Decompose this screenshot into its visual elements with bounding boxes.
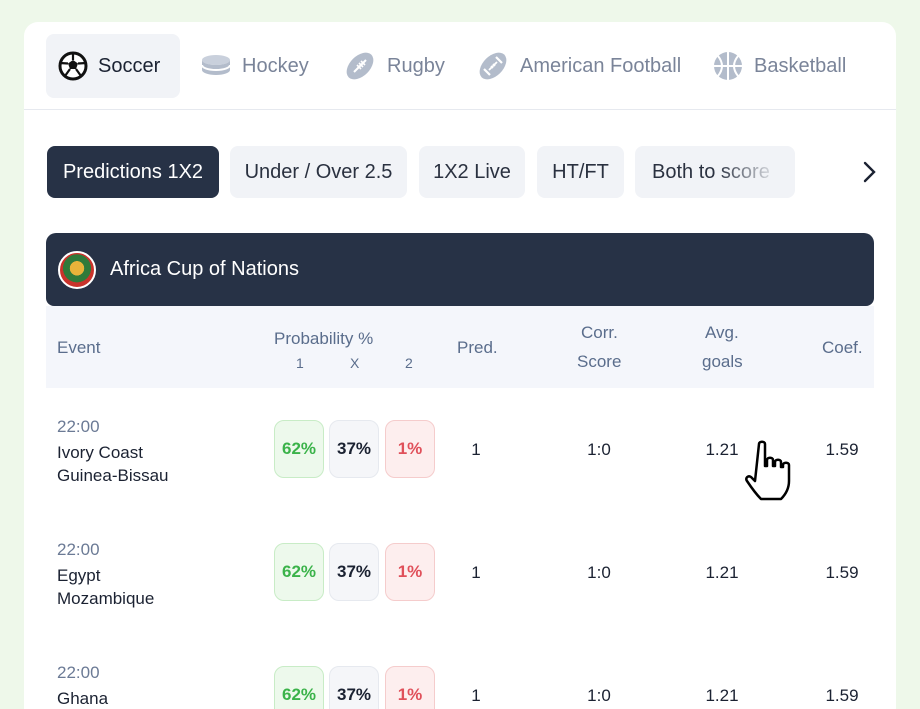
col-avg-goals-2: goals — [702, 352, 743, 371]
prob-home: 62% — [274, 420, 324, 478]
prob-away: 1% — [385, 666, 435, 709]
avg-goals: 1.21 — [705, 440, 739, 459]
col-prob-1: 1 — [296, 355, 304, 371]
tab-soccer-label: Soccer — [98, 54, 161, 77]
col-prob-x: X — [350, 355, 360, 371]
league-name: Africa Cup of Nations — [110, 258, 299, 280]
match-time: 22:00 — [57, 663, 100, 682]
tab-rugby[interactable]: Rugby — [343, 34, 445, 98]
prob-away: 1% — [385, 543, 435, 601]
caf-logo-icon — [58, 250, 96, 289]
prediction: 1 — [471, 563, 481, 582]
tab-ht-ft[interactable]: HT/FT — [537, 146, 624, 198]
col-coef: Coef. — [822, 338, 863, 357]
basketball-icon — [714, 52, 742, 80]
home-team: Ghana — [57, 689, 109, 708]
tab-ht-ft-label: HT/FT — [552, 160, 609, 183]
league-header: Africa Cup of Nations — [46, 233, 874, 306]
chevron-right-icon[interactable] — [854, 157, 884, 187]
match-time: 22:00 — [57, 417, 100, 436]
tab-under-over[interactable]: Under / Over 2.5 — [230, 146, 407, 198]
match-row[interactable]: 22:00 Ghana 62% 37% 1% 1 1:0 1.21 1.59 — [46, 634, 874, 709]
american-football-icon — [479, 52, 507, 80]
col-corr-score-1: Corr. — [581, 323, 618, 342]
tab-american-football-label: American Football — [520, 54, 682, 77]
tab-basketball[interactable]: Basketball — [712, 34, 846, 98]
col-avg-goals-1: Avg. — [705, 323, 739, 342]
tab-both-to-score[interactable]: Both to score — [635, 146, 795, 198]
prob-away: 1% — [385, 420, 435, 478]
prob-draw: 37% — [329, 420, 379, 478]
tab-predictions-1x2[interactable]: Predictions 1X2 — [47, 146, 219, 198]
coefficient: 1.59 — [825, 440, 859, 459]
prediction: 1 — [471, 686, 481, 705]
prob-home: 62% — [274, 543, 324, 601]
col-pred: Pred. — [457, 338, 498, 357]
coefficient: 1.59 — [825, 563, 859, 582]
away-team: Mozambique — [57, 589, 155, 608]
home-team: Egypt — [57, 566, 101, 585]
rugby-ball-icon — [346, 52, 374, 80]
bet-type-tabs: Predictions 1X2 Under / Over 2.5 1X2 Liv… — [47, 146, 873, 198]
tab-both-to-score-label: Both to score — [652, 160, 770, 183]
avg-goals: 1.21 — [705, 563, 739, 582]
correct-score: 1:0 — [587, 440, 611, 459]
match-row[interactable]: 22:00 Egypt Mozambique 62% 37% 1% 1 1:0 … — [46, 511, 874, 634]
match-time: 22:00 — [57, 540, 100, 559]
tab-1x2-live-label: 1X2 Live — [433, 160, 511, 183]
coefficient: 1.59 — [825, 686, 859, 705]
col-corr-score-2: Score — [577, 352, 622, 371]
prob-draw: 37% — [329, 666, 379, 709]
prediction: 1 — [471, 440, 481, 459]
tab-1x2-live[interactable]: 1X2 Live — [419, 146, 525, 198]
home-team: Ivory Coast — [57, 443, 143, 462]
match-row[interactable]: 22:00 Ivory Coast Guinea-Bissau 62% 37% … — [46, 388, 874, 511]
col-prob-2: 2 — [405, 355, 413, 371]
prob-home: 62% — [274, 666, 324, 709]
tab-predictions-1x2-label: Predictions 1X2 — [62, 160, 204, 183]
tab-rugby-label: Rugby — [387, 54, 445, 77]
tab-soccer[interactable]: Soccer — [46, 34, 180, 98]
hockey-puck-icon — [201, 55, 231, 75]
avg-goals: 1.21 — [705, 686, 739, 705]
tab-hockey-label: Hockey — [242, 54, 309, 77]
predictions-card: Soccer Hockey Rugby Americ — [24, 22, 896, 709]
hand-cursor-icon — [745, 440, 791, 501]
away-team: Guinea-Bissau — [57, 466, 169, 485]
prob-draw: 37% — [329, 543, 379, 601]
correct-score: 1:0 — [587, 686, 611, 705]
soccer-ball-icon — [58, 51, 88, 81]
tab-basketball-label: Basketball — [754, 54, 847, 77]
tab-hockey[interactable]: Hockey — [200, 34, 309, 98]
col-event: Event — [57, 338, 101, 357]
col-probability: Probability % — [274, 329, 374, 348]
tab-american-football[interactable]: American Football — [476, 34, 681, 98]
table-header: Event Probability % 1 X 2 Pred. Corr. Sc… — [46, 306, 874, 388]
tab-under-over-label: Under / Over 2.5 — [244, 160, 393, 183]
sport-tabs: Soccer Hockey Rugby Americ — [24, 22, 896, 110]
correct-score: 1:0 — [587, 563, 611, 582]
